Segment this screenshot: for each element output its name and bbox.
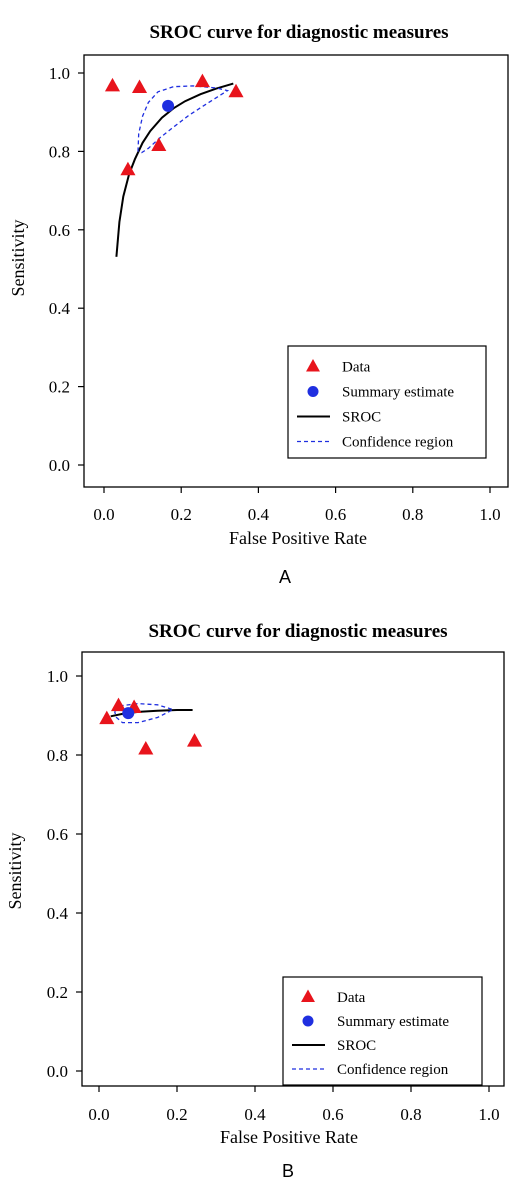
chart-title: SROC curve for diagnostic measures <box>148 621 447 642</box>
panel-label: B <box>282 1161 294 1181</box>
x-tick-label: 0.4 <box>244 1105 266 1124</box>
sroc-curve <box>110 709 193 718</box>
data-point-triangle <box>151 137 167 151</box>
y-tick-label: 0.2 <box>47 983 68 1002</box>
x-axis-label: False Positive Rate <box>220 1127 358 1147</box>
y-tick-label: 0.8 <box>49 142 70 161</box>
legend-circle-symbol <box>307 386 319 397</box>
data-point-triangle <box>120 161 136 176</box>
y-tick-label: 0.0 <box>49 456 70 475</box>
y-tick-label: 1.0 <box>47 667 68 686</box>
x-tick-label: 0.0 <box>88 1105 109 1124</box>
x-tick-label: 0.2 <box>166 1105 187 1124</box>
legend-triangle-symbol <box>306 359 320 372</box>
data-point-triangle <box>228 83 244 98</box>
x-tick-label: 0.2 <box>171 505 192 524</box>
data-point-triangle <box>138 741 154 755</box>
legend-entry-label: Data <box>337 990 366 1006</box>
panel-a: SROC curve for diagnostic measures False… <box>8 22 509 587</box>
legend-entry-label: Data <box>342 360 371 376</box>
x-tick-label: 1.0 <box>478 1105 499 1124</box>
x-tick-label: 0.6 <box>325 505 346 524</box>
legend-entry-label: Confidence region <box>342 435 454 451</box>
panel-b: SROC curve for diagnostic measures False… <box>5 621 505 1181</box>
x-tick-label: 0.4 <box>248 505 270 524</box>
data-point-triangle <box>194 73 210 88</box>
y-tick-label: 0.6 <box>47 825 68 844</box>
y-tick-label: 0.2 <box>49 378 70 397</box>
legend-entry-label: Confidence region <box>337 1062 449 1078</box>
data-point-triangle <box>99 710 115 725</box>
legend-entry-label: SROC <box>342 410 381 426</box>
legend: Data Summary estimate SROC Confidence regio… <box>287 345 487 459</box>
data-point-triangle <box>187 733 203 747</box>
y-tick-label: 0.8 <box>47 746 68 765</box>
x-tick-label: 1.0 <box>479 505 500 524</box>
sroc-curve <box>115 82 234 257</box>
legend-circle-symbol <box>302 1015 314 1027</box>
y-tick-label: 0.0 <box>47 1062 68 1081</box>
y-axis-label: Sensitivity <box>5 832 25 909</box>
summary-estimate-point <box>122 707 135 720</box>
plot-frame <box>83 54 509 488</box>
data-point-triangle <box>110 697 127 712</box>
legend: Data Summary estimate SROC Confidence regio… <box>282 976 483 1086</box>
y-tick-label: 0.4 <box>47 904 69 923</box>
y-tick-label: 1.0 <box>49 64 70 83</box>
panel-label: A <box>279 567 291 587</box>
x-axis-label: False Positive Rate <box>229 528 367 548</box>
x-tick-label: 0.6 <box>322 1105 343 1124</box>
y-tick-label: 0.6 <box>49 221 70 240</box>
x-tick-label: 0.8 <box>400 1105 421 1124</box>
confidence-region-line <box>137 85 230 154</box>
y-axis-label: Sensitivity <box>8 219 28 296</box>
legend-entry-label: Summary estimate <box>337 1014 449 1030</box>
legend-box <box>287 345 487 459</box>
legend-triangle-symbol <box>301 989 315 1003</box>
summary-estimate-point <box>162 99 175 112</box>
x-tick-label: 0.0 <box>93 505 114 524</box>
legend-box <box>282 976 483 1086</box>
y-tick-label: 0.4 <box>49 299 71 318</box>
chart-title: SROC curve for diagnostic measures <box>149 22 448 43</box>
plot-frame <box>81 651 505 1087</box>
legend-entry-label: SROC <box>337 1038 376 1054</box>
data-point-triangle <box>104 77 121 92</box>
confidence-region-line <box>113 702 175 724</box>
legend-entry-label: Summary estimate <box>342 385 454 401</box>
x-tick-label: 0.8 <box>402 505 423 524</box>
data-point-triangle <box>131 79 148 93</box>
